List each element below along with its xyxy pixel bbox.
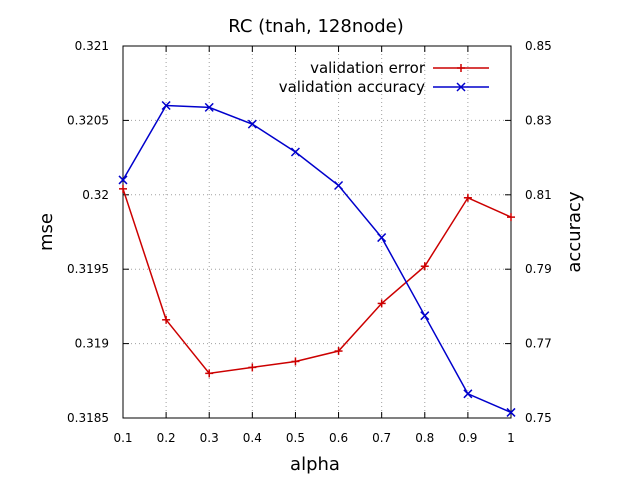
data-point	[247, 119, 257, 129]
data-point	[420, 311, 430, 321]
data-point	[248, 363, 257, 372]
data-point	[119, 184, 127, 193]
data-point	[118, 175, 128, 185]
legend-label-accuracy: validation accuracy	[279, 78, 425, 96]
x-tick-label: 0.4	[243, 431, 262, 445]
data-point	[377, 299, 386, 308]
data-point	[506, 407, 516, 417]
y-tick-label: 0.32	[82, 188, 109, 202]
y-tick-label: 0.319	[75, 337, 109, 351]
data-point	[463, 193, 472, 202]
y2-tick-label: 0.81	[525, 188, 552, 202]
legend-label-error: validation error	[310, 59, 426, 77]
y-tick-label: 0.321	[75, 39, 109, 53]
data-point	[420, 262, 429, 271]
y-tick-label: 0.3195	[67, 262, 109, 276]
legend: validation error validation accuracy	[279, 59, 489, 96]
axis-ticks: 0.1 0.2 0.3 0.4 0.5 0.6 0.7 0.8 0.9 1 0.3185 0.319 0…	[67, 39, 552, 445]
x-tick-label: 1	[507, 431, 515, 445]
data-point	[205, 369, 214, 378]
x-tick-label: 0.9	[458, 431, 477, 445]
x-tick-label: 0.2	[157, 431, 176, 445]
data-point	[291, 357, 300, 366]
y2-tick-label: 0.85	[525, 39, 552, 53]
data-point	[334, 180, 344, 191]
data-point	[456, 82, 466, 92]
y-tick-label: 0.3185	[67, 411, 109, 425]
x-tick-label: 0.1	[113, 431, 132, 445]
data-point	[457, 64, 465, 72]
data-point	[334, 347, 343, 356]
data-point	[161, 100, 171, 111]
x-tick-label: 0.6	[329, 431, 348, 445]
x-tick-label: 0.8	[415, 431, 434, 445]
data-point	[204, 102, 214, 112]
y2-axis-label: accuracy	[564, 191, 585, 273]
x-tick-label: 0.3	[200, 431, 219, 445]
y2-tick-label: 0.83	[525, 113, 552, 127]
y2-tick-label: 0.79	[525, 262, 552, 276]
data-point	[290, 147, 300, 157]
plot-frame	[122, 45, 512, 419]
series-line-1	[122, 104, 512, 414]
x-tick-label: 0.5	[286, 431, 305, 445]
x-tick-label: 0.7	[372, 431, 391, 445]
series-line-0	[122, 188, 512, 375]
y2-tick-label: 0.77	[525, 337, 552, 351]
y2-tick-label: 0.75	[525, 411, 552, 425]
data-point	[507, 213, 515, 222]
chart-title: RC (tnah, 128node)	[228, 16, 404, 37]
x-axis-label: alpha	[290, 454, 340, 475]
y-axis-label: mse	[36, 213, 57, 251]
data-point	[162, 315, 171, 324]
y-tick-label: 0.3205	[67, 113, 109, 127]
series-layer	[118, 100, 516, 417]
grid	[123, 46, 511, 418]
data-point	[377, 233, 387, 243]
data-point	[463, 389, 473, 399]
